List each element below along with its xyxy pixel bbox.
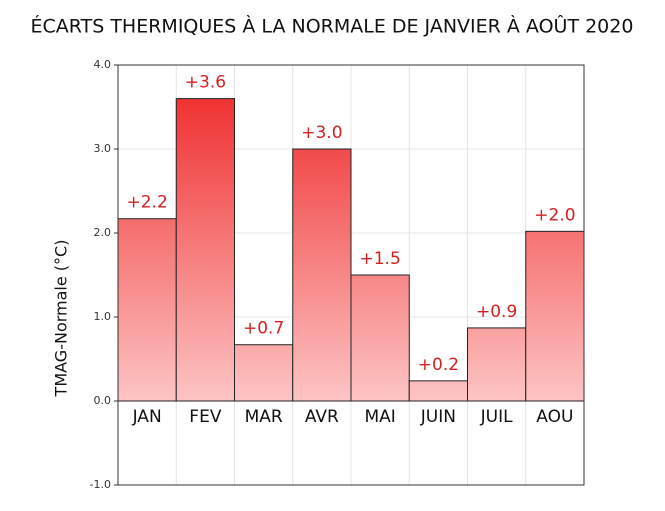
value-label: +2.0 — [534, 205, 575, 225]
plot-frame — [117, 64, 585, 486]
value-label: +1.5 — [359, 249, 400, 269]
value-label: +0.9 — [476, 302, 517, 322]
bar — [467, 327, 527, 402]
y-tick-label: 2.0 — [94, 226, 112, 239]
y-tick-label: -1.0 — [90, 478, 111, 491]
x-tick-label: JUIL — [480, 407, 513, 427]
y-tick-label: 1.0 — [94, 310, 112, 323]
bar — [234, 344, 294, 402]
value-label: +0.7 — [243, 319, 284, 339]
bar — [117, 218, 177, 402]
y-tick-label: 3.0 — [94, 142, 112, 155]
x-tick-label: MAR — [245, 407, 283, 427]
value-label: +3.6 — [185, 73, 226, 93]
bar — [292, 148, 352, 402]
bar — [408, 380, 468, 402]
y-tick-label: 4.0 — [94, 58, 112, 71]
y-tick-label: 0.0 — [94, 394, 112, 407]
value-label: +2.2 — [126, 193, 167, 213]
bar — [175, 98, 235, 402]
chart-title: ÉCARTS THERMIQUES À LA NORMALE DE JANVIE… — [31, 14, 634, 38]
x-tick-label: JAN — [132, 407, 162, 427]
bar — [350, 274, 410, 402]
x-tick-label: FEV — [189, 407, 222, 427]
bar — [525, 230, 585, 402]
x-tick-label: AOU — [536, 407, 573, 427]
value-label: +3.0 — [301, 123, 342, 143]
x-tick-label: MAI — [364, 407, 395, 427]
y-axis-label: TMAG-Normale (°C) — [52, 240, 71, 398]
value-label: +0.2 — [418, 355, 459, 375]
x-tick-label: AVR — [305, 407, 339, 427]
x-tick-label: JUIN — [420, 407, 456, 427]
